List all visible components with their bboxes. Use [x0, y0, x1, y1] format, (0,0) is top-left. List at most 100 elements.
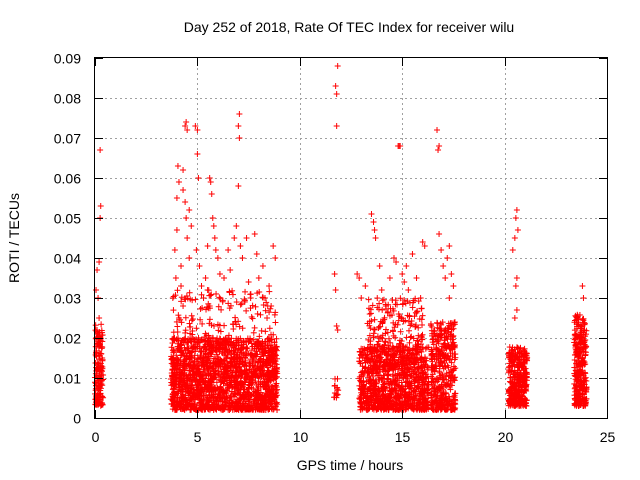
data-point — [250, 329, 257, 336]
data-point — [257, 311, 264, 318]
data-point — [332, 287, 339, 293]
data-point — [221, 275, 228, 281]
data-point — [174, 163, 181, 169]
data-point — [97, 364, 104, 371]
data-point — [188, 312, 195, 319]
data-point — [272, 319, 279, 326]
y-tick-label: 0.02 — [54, 331, 81, 347]
data-point — [248, 313, 255, 320]
data-point — [243, 235, 250, 241]
data-point — [169, 295, 176, 301]
data-point — [178, 263, 185, 269]
data-point — [403, 263, 410, 269]
data-point — [231, 235, 238, 241]
data-point — [227, 267, 234, 273]
data-point — [92, 360, 99, 367]
data-point — [249, 315, 256, 322]
data-point — [173, 195, 180, 201]
data-point — [206, 175, 213, 181]
data-point — [178, 283, 185, 289]
data-point — [99, 338, 106, 345]
data-point — [204, 243, 211, 249]
data-point — [182, 314, 189, 321]
data-point — [446, 243, 453, 249]
data-point — [447, 386, 454, 393]
data-point — [193, 247, 200, 253]
data-point — [335, 387, 342, 394]
y-tick-labels: 00.010.020.030.040.050.060.070.080.09 — [54, 51, 81, 427]
data-point — [513, 275, 520, 281]
data-point — [407, 334, 414, 341]
data-point — [183, 215, 190, 221]
data-point — [370, 219, 377, 225]
data-point — [419, 312, 426, 319]
data-point — [170, 307, 177, 314]
data-point — [171, 247, 178, 253]
x-tick-label: 20 — [498, 429, 514, 445]
data-point — [236, 135, 243, 141]
data-point — [509, 247, 516, 253]
data-point — [513, 307, 520, 313]
x-tick-label: 25 — [600, 429, 616, 445]
data-point — [332, 83, 339, 89]
data-point — [208, 191, 215, 197]
data-point — [253, 251, 260, 257]
y-tick-label: 0.01 — [54, 371, 81, 387]
data-point — [174, 323, 181, 330]
data-point — [438, 247, 445, 253]
data-point — [251, 231, 258, 237]
data-point — [245, 279, 252, 285]
data-point — [254, 310, 261, 317]
data-point — [448, 271, 455, 277]
data-point — [92, 401, 99, 408]
data-point — [184, 235, 191, 241]
y-tick-label: 0.09 — [54, 51, 81, 67]
data-point — [262, 328, 269, 335]
data-point — [193, 325, 200, 332]
data-point — [266, 283, 273, 289]
data-point — [97, 397, 104, 404]
data-point — [213, 290, 220, 297]
data-point — [264, 315, 271, 321]
data-point — [333, 91, 340, 97]
data-point — [242, 288, 249, 295]
data-point — [216, 294, 223, 301]
data-point — [333, 323, 340, 329]
data-point — [511, 315, 518, 321]
data-point — [175, 179, 182, 185]
data-point — [237, 301, 244, 308]
x-tick-label: 0 — [92, 429, 100, 445]
data-point — [210, 223, 217, 229]
data-point — [446, 295, 453, 301]
data-point — [436, 143, 443, 149]
data-point — [396, 143, 403, 149]
data-points — [92, 63, 590, 413]
data-point — [512, 215, 519, 221]
data-point — [243, 307, 250, 314]
data-point — [409, 251, 416, 257]
data-point — [407, 322, 414, 329]
data-point — [434, 127, 441, 133]
data-point — [97, 203, 104, 209]
data-point — [444, 255, 451, 261]
data-point — [418, 305, 425, 312]
x-tick-label: 15 — [395, 429, 411, 445]
data-point — [183, 119, 190, 125]
data-point — [399, 300, 406, 307]
data-point — [239, 325, 246, 332]
data-point — [409, 304, 416, 311]
data-point — [96, 342, 103, 349]
data-point — [255, 275, 262, 281]
data-point — [389, 296, 396, 303]
data-point — [186, 289, 193, 296]
data-point — [180, 187, 187, 193]
data-point — [186, 207, 193, 213]
data-point — [399, 271, 406, 277]
data-point — [195, 175, 202, 181]
data-point — [194, 151, 201, 157]
data-point — [197, 305, 204, 312]
data-point — [274, 386, 281, 393]
data-point — [512, 283, 519, 289]
data-point — [96, 372, 103, 379]
